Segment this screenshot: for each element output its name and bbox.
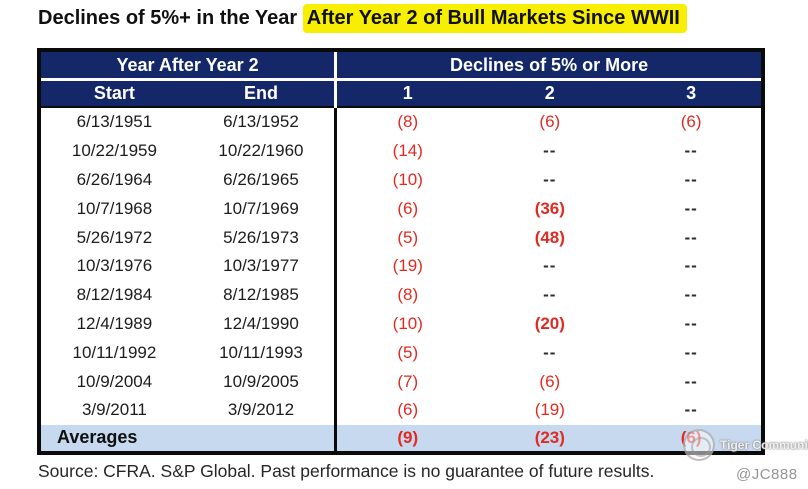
- column-header-end: End: [187, 79, 338, 108]
- cell-start-date: 10/9/2004: [39, 367, 188, 396]
- averages-decline-1: (9): [335, 424, 479, 453]
- cell-decline-3: --: [621, 165, 763, 195]
- cell-decline-1: (19): [335, 251, 479, 281]
- cell-decline-1: (6): [335, 194, 479, 224]
- cell-decline-2: (6): [478, 367, 622, 396]
- credit-handle: @JC888: [736, 466, 798, 483]
- cell-decline-2: (36): [478, 194, 622, 224]
- cell-decline-2: (6): [478, 107, 622, 137]
- declines-table-container: Year After Year 2 Declines of 5% or More…: [37, 48, 765, 455]
- watermark-label: Tiger Community: [720, 438, 808, 452]
- cell-decline-2: --: [478, 136, 622, 166]
- cell-start-date: 10/22/1959: [39, 136, 188, 166]
- table-row: 10/7/1968 10/7/1969 (6) (36) --: [39, 194, 763, 224]
- cell-decline-3: (6): [621, 107, 763, 137]
- watermark: Tiger Community: [683, 429, 808, 461]
- table-row: 3/9/2011 3/9/2012 (6) (19) --: [39, 395, 763, 425]
- cell-decline-2: --: [478, 338, 622, 368]
- cell-decline-1: (8): [335, 280, 479, 310]
- cell-decline-3: --: [621, 367, 763, 396]
- cell-end-date: 3/9/2012: [187, 395, 338, 425]
- averages-decline-2: (23): [478, 424, 622, 453]
- table-row: 6/26/1964 6/26/1965 (10) -- --: [39, 165, 763, 195]
- table-row: 10/22/1959 10/22/1960 (14) -- --: [39, 136, 763, 166]
- cell-decline-1: (5): [335, 338, 479, 368]
- page-title-plain: Declines of 5%+ in the Year: [38, 7, 303, 29]
- cell-decline-1: (10): [335, 309, 479, 339]
- cell-end-date: 10/11/1993: [187, 338, 338, 368]
- cell-decline-1: (10): [335, 165, 479, 195]
- page-title: Declines of 5%+ in the Year After Year 2…: [38, 3, 687, 33]
- averages-label: Averages: [39, 424, 338, 453]
- cell-end-date: 6/13/1952: [187, 107, 338, 137]
- cell-start-date: 12/4/1989: [39, 309, 188, 339]
- table-row: 5/26/1972 5/26/1973 (5) (48) --: [39, 223, 763, 252]
- cell-decline-2: (20): [478, 309, 622, 339]
- table-body: 6/13/1951 6/13/1952 (8) (6) (6) 10/22/1959 10/…: [39, 107, 763, 453]
- tiger-community-logo-icon: [683, 429, 715, 461]
- cell-end-date: 10/3/1977: [187, 251, 338, 281]
- cell-start-date: 3/9/2011: [39, 395, 188, 425]
- cell-end-date: 8/12/1985: [187, 280, 338, 310]
- cell-decline-3: --: [621, 338, 763, 368]
- cell-decline-1: (14): [335, 136, 479, 166]
- column-header-2: 2: [478, 79, 622, 108]
- cell-decline-3: --: [621, 223, 763, 252]
- cell-decline-2: (19): [478, 395, 622, 425]
- cell-start-date: 10/7/1968: [39, 194, 188, 224]
- cell-start-date: 6/13/1951: [39, 107, 188, 137]
- cell-end-date: 10/22/1960: [187, 136, 338, 166]
- cell-end-date: 6/26/1965: [187, 165, 338, 195]
- cell-decline-1: (5): [335, 223, 479, 252]
- column-header-start: Start: [39, 79, 188, 108]
- cell-decline-1: (8): [335, 107, 479, 137]
- table-header: Year After Year 2 Declines of 5% or More…: [39, 50, 763, 108]
- cell-start-date: 10/3/1976: [39, 251, 188, 281]
- column-header-1: 1: [335, 79, 479, 108]
- group-header-declines: Declines of 5% or More: [335, 50, 763, 81]
- cell-start-date: 8/12/1984: [39, 280, 188, 310]
- cell-decline-3: --: [621, 280, 763, 310]
- cell-end-date: 5/26/1973: [187, 223, 338, 252]
- cell-decline-1: (7): [335, 367, 479, 396]
- cell-decline-2: --: [478, 251, 622, 281]
- table-row: 12/4/1989 12/4/1990 (10) (20) --: [39, 309, 763, 339]
- cell-end-date: 12/4/1990: [187, 309, 338, 339]
- cell-end-date: 10/9/2005: [187, 367, 338, 396]
- column-header-row: Start End 1 2 3: [39, 79, 763, 108]
- averages-row: Averages(9)(23)(6): [39, 424, 763, 453]
- cell-decline-2: (48): [478, 223, 622, 252]
- cell-start-date: 5/26/1972: [39, 223, 188, 252]
- group-header-year-after-year-2: Year After Year 2: [39, 50, 338, 81]
- cell-decline-2: --: [478, 165, 622, 195]
- cell-decline-3: --: [621, 136, 763, 166]
- column-header-3: 3: [621, 79, 763, 108]
- cell-decline-3: --: [621, 395, 763, 425]
- declines-table: Year After Year 2 Declines of 5% or More…: [37, 48, 765, 455]
- table-row: 8/12/1984 8/12/1985 (8) -- --: [39, 280, 763, 310]
- cell-decline-3: --: [621, 251, 763, 281]
- cell-decline-3: --: [621, 309, 763, 339]
- group-header-row: Year After Year 2 Declines of 5% or More: [39, 50, 763, 81]
- cell-decline-2: --: [478, 280, 622, 310]
- cell-end-date: 10/7/1969: [187, 194, 338, 224]
- cell-decline-1: (6): [335, 395, 479, 425]
- cell-decline-3: --: [621, 194, 763, 224]
- page-title-highlight: After Year 2 of Bull Markets Since WWII: [302, 4, 687, 33]
- cell-start-date: 10/11/1992: [39, 338, 188, 368]
- table-row: 6/13/1951 6/13/1952 (8) (6) (6): [39, 107, 763, 137]
- table-row: 10/3/1976 10/3/1977 (19) -- --: [39, 251, 763, 281]
- table-row: 10/11/1992 10/11/1993 (5) -- --: [39, 338, 763, 368]
- table-row: 10/9/2004 10/9/2005 (7) (6) --: [39, 367, 763, 396]
- source-note: Source: CFRA. S&P Global. Past performan…: [38, 461, 655, 481]
- cell-start-date: 6/26/1964: [39, 165, 188, 195]
